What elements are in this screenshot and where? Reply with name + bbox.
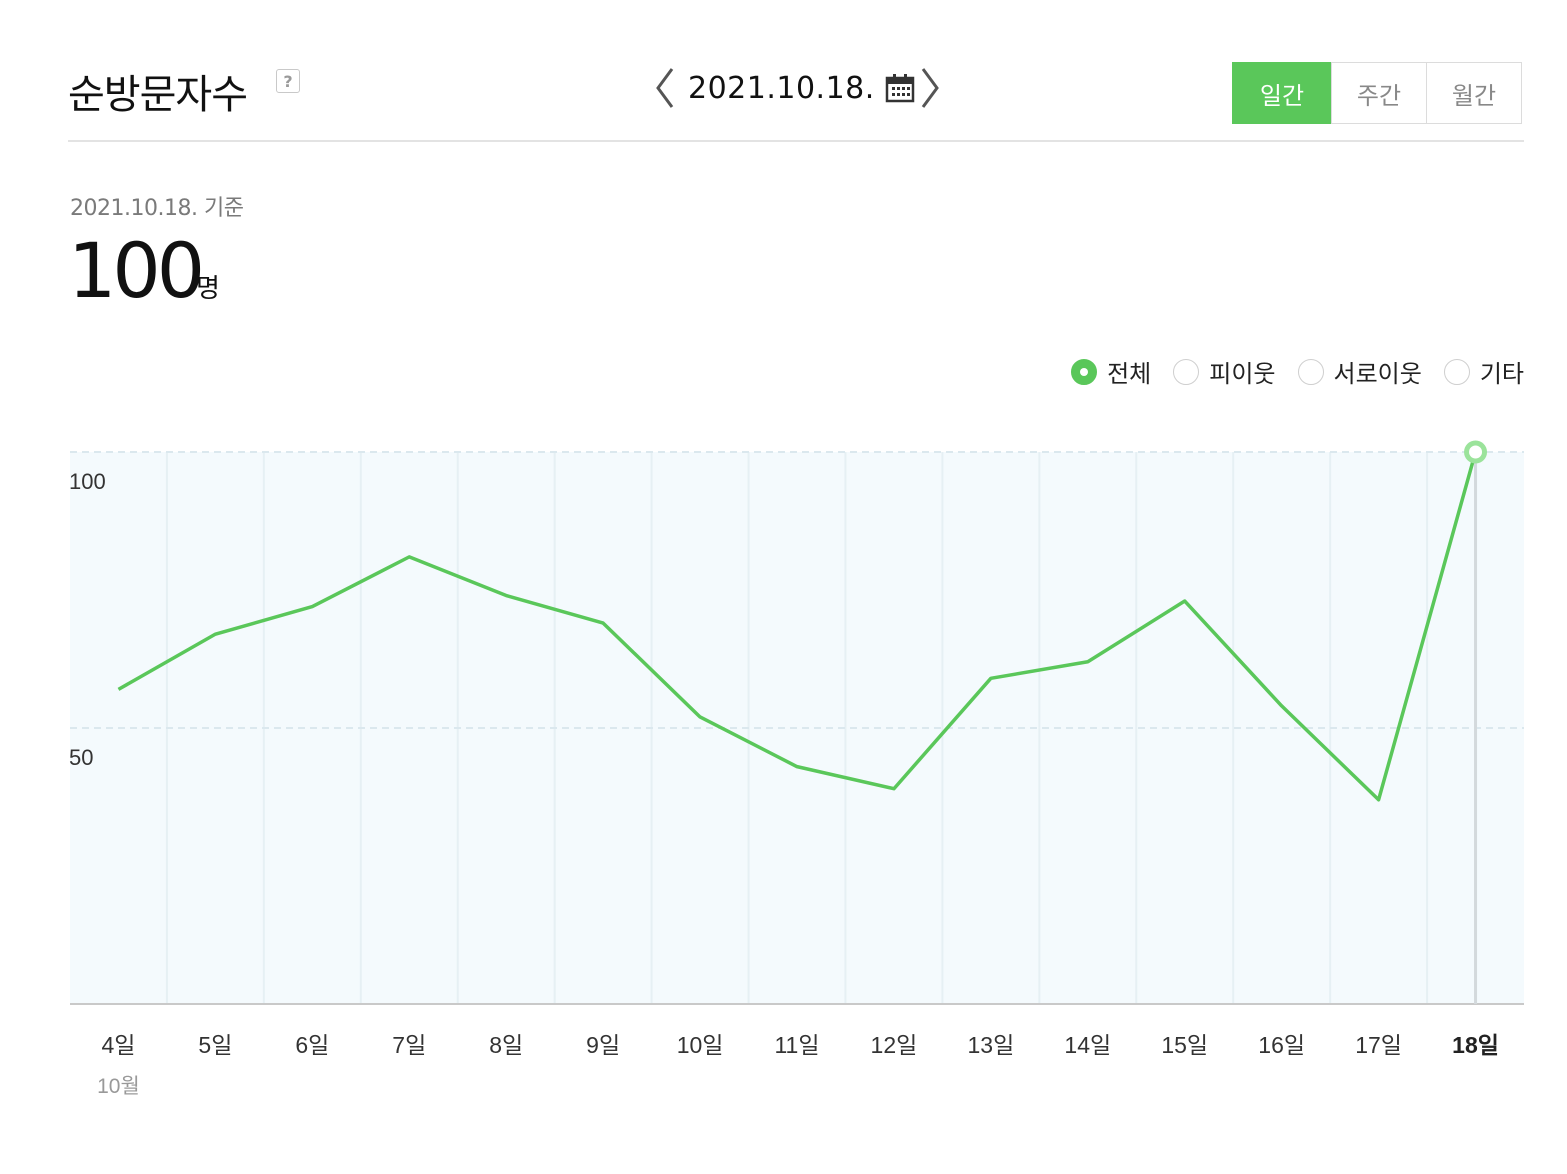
calendar-icon[interactable] xyxy=(885,73,915,103)
month-label: 10월 xyxy=(97,1075,140,1098)
tab-daily[interactable]: 일간 xyxy=(1232,62,1332,124)
x-tick-label: 11일 xyxy=(774,1032,819,1058)
visitor-unit: 명 xyxy=(196,274,220,304)
basis-date: 2021.10.18. 기준 xyxy=(70,196,244,221)
filter-neighbor[interactable]: 피이웃 xyxy=(1173,354,1276,389)
tab-weekly[interactable]: 주간 xyxy=(1331,62,1427,124)
date-navigator: 2021.10.18. xyxy=(650,62,945,114)
filter-other-label: 기타 xyxy=(1479,360,1524,388)
filter-neighbor-label: 피이웃 xyxy=(1209,360,1276,388)
filter-mutual-neighbor[interactable]: 서로이웃 xyxy=(1297,354,1422,389)
x-tick-label: 15일 xyxy=(1161,1032,1208,1058)
y-tick-label: 100 xyxy=(69,469,106,494)
x-tick-label: 4일 xyxy=(101,1032,135,1058)
radio-icon[interactable] xyxy=(1297,358,1324,385)
tab-monthly[interactable]: 월간 xyxy=(1426,62,1522,124)
chevron-left-icon xyxy=(656,68,674,108)
highlight-data-point xyxy=(1464,440,1488,464)
filter-other[interactable]: 기타 xyxy=(1443,354,1524,389)
x-tick-label: 5일 xyxy=(198,1032,232,1058)
x-tick-label: 12일 xyxy=(871,1032,918,1058)
x-tick-label: 18일 xyxy=(1452,1032,1499,1058)
filter-all-label: 전체 xyxy=(1107,360,1152,388)
x-tick-label: 10일 xyxy=(677,1032,724,1058)
x-tick-label: 13일 xyxy=(967,1032,1014,1058)
prev-date-button[interactable] xyxy=(650,62,680,114)
x-tick-label: 8일 xyxy=(489,1032,523,1058)
series-line xyxy=(117,451,1478,802)
visitor-filter: 전체 피이웃 서로이웃 기타 xyxy=(1049,354,1524,389)
header-divider xyxy=(68,140,1524,142)
x-tick-label: 16일 xyxy=(1258,1032,1305,1058)
x-tick-label: 7일 xyxy=(392,1032,426,1058)
visitor-count: 100 xyxy=(68,226,205,315)
period-tabs: 일간 주간 월간 xyxy=(1232,62,1522,124)
chevron-right-icon xyxy=(921,68,939,108)
x-tick-label: 6일 xyxy=(295,1032,329,1058)
x-tick-label: 9일 xyxy=(586,1032,620,1058)
radio-icon[interactable] xyxy=(1173,358,1200,385)
page-title: 순방문자수 xyxy=(68,72,248,118)
y-tick-label: 50 xyxy=(69,745,93,770)
x-tick-label: 14일 xyxy=(1064,1032,1111,1058)
radio-icon[interactable] xyxy=(1443,358,1470,385)
next-date-button[interactable] xyxy=(915,62,945,114)
current-date: 2021.10.18. xyxy=(688,70,875,106)
help-icon[interactable]: ? xyxy=(276,69,300,93)
radio-selected-icon[interactable] xyxy=(1071,358,1098,385)
filter-mutual-neighbor-label: 서로이웃 xyxy=(1333,360,1422,388)
filter-all[interactable]: 전체 xyxy=(1071,354,1151,389)
x-tick-label: 17일 xyxy=(1355,1032,1402,1058)
